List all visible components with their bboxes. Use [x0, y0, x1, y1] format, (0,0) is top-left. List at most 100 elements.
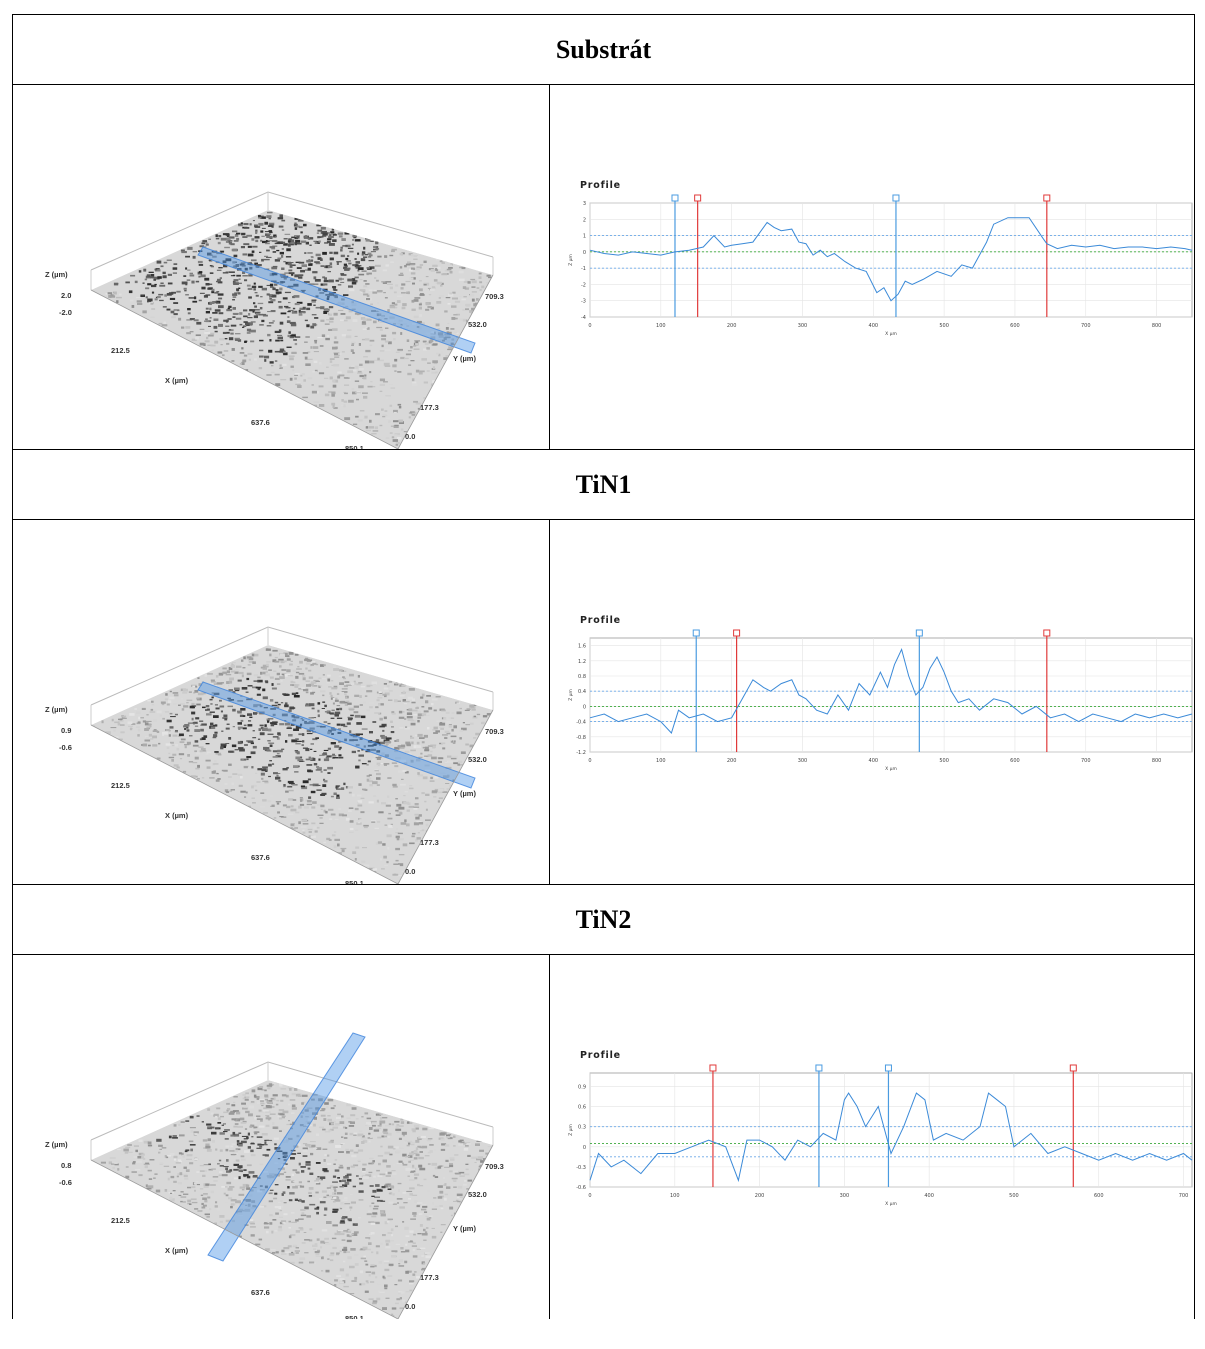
y-tick-label: -1 — [581, 266, 586, 272]
section-title: TiN2 — [11, 884, 1196, 955]
x-tick-3: 850.1 — [345, 1314, 364, 1319]
section-title: Substrát — [11, 14, 1196, 85]
surface-texture — [91, 1080, 493, 1319]
cursor-handle[interactable] — [915, 629, 923, 637]
y-axis-label: Z µm — [568, 1124, 574, 1136]
y-tick-3: 177.3 — [420, 1273, 439, 1282]
x-tick-label: 100 — [656, 758, 666, 764]
y-tick-label: 1 — [583, 234, 586, 240]
y-tick-label: 2 — [583, 217, 586, 223]
profile-cell: Profile 0 100 200 300 400 500 600 700 800 3 2 1 0 -1 -2… — [548, 84, 1196, 450]
y-tick-label: 0.3 — [578, 1125, 586, 1131]
surface-3d-plot: Z (µm) 0.9 -0.6 212.5 X (µm) 637.6 850.1 709.3 5… — [45, 626, 504, 884]
y-tick-label: -4 — [581, 315, 586, 321]
y-tick-label: -0.4 — [576, 720, 586, 726]
x-tick-label: 400 — [869, 758, 879, 764]
y-tick-label: -3 — [581, 299, 586, 305]
cursor-handle[interactable] — [1069, 1064, 1077, 1072]
x-axis-label: X (µm) — [165, 1246, 189, 1255]
x-axis — [90, 1159, 399, 1319]
cursor-handle[interactable] — [694, 194, 702, 202]
y-tick-1: 709.3 — [485, 727, 504, 736]
cursor-handle[interactable] — [1043, 194, 1051, 202]
y-tick-label: -0.3 — [576, 1165, 586, 1171]
cursor-handle[interactable] — [671, 194, 679, 202]
x-tick-label: 300 — [798, 323, 808, 329]
x-tick-2: 637.6 — [251, 418, 270, 427]
x-tick-2: 637.6 — [251, 1288, 270, 1297]
z-tick-top: 0.8 — [61, 1161, 71, 1170]
x-tick-label: 500 — [939, 323, 949, 329]
profile-chart: Profile 0 100 200 300 400 500 600 700 800 1.6 1.2 0.… — [568, 615, 1193, 772]
z-axis-label: Z (µm) — [45, 705, 68, 714]
profile-series-line — [589, 1092, 1193, 1183]
y-tick-2: 532.0 — [468, 755, 487, 764]
x-tick-label: 800 — [1152, 758, 1162, 764]
x-axis-label: X (µm) — [165, 376, 189, 385]
document-page: Substrát Z (µm) 2.0 -2.0 212.5 X (µm) 637.6 850… — [11, 14, 1196, 1319]
z-axis-label: Z (µm) — [45, 1140, 68, 1149]
section-content-row: Z (µm) 2.0 -2.0 212.5 X (µm) 637.6 850.1 709.3 5… — [12, 84, 1196, 450]
cursor-handle[interactable] — [884, 1064, 892, 1072]
x-axis-label: X (µm) — [165, 811, 189, 820]
x-tick-label: 0 — [588, 1193, 591, 1199]
section-header-row: TiN2 — [11, 884, 1196, 955]
x-tick-label: 400 — [924, 1193, 934, 1199]
y-axis-label: Z µm — [568, 254, 574, 266]
x-tick-label: 300 — [840, 1193, 850, 1199]
x-tick-label: 500 — [1009, 1193, 1019, 1199]
y-tick-label: 3 — [583, 201, 586, 207]
y-tick-label: -1.2 — [576, 750, 586, 756]
x-tick-label: 100 — [656, 323, 666, 329]
z-axis-label: Z (µm) — [45, 270, 68, 279]
x-tick-label: 300 — [798, 758, 808, 764]
y-axis-label: Y (µm) — [453, 789, 476, 798]
x-tick-label: 500 — [939, 758, 949, 764]
y-tick-label: 0.6 — [578, 1105, 586, 1111]
profile-title: Profile — [580, 615, 621, 626]
surface-cell: Z (µm) 2.0 -2.0 212.5 X (µm) 637.6 850.1 709.3 5… — [12, 84, 550, 450]
y-tick-3: 177.3 — [420, 403, 439, 412]
cursor-handle[interactable] — [692, 629, 700, 637]
y-tick-label: 0.8 — [578, 674, 586, 680]
y-tick-label: 0 — [583, 1145, 586, 1151]
x-axis-label: X µm — [885, 331, 897, 337]
x-tick-label: 200 — [727, 323, 737, 329]
x-tick-3: 850.1 — [345, 879, 364, 884]
x-tick-label: 600 — [1010, 758, 1020, 764]
cursor-handle[interactable] — [709, 1064, 717, 1072]
y-tick-0: 0.0 — [405, 432, 415, 441]
cursor-handle[interactable] — [892, 194, 900, 202]
x-tick-3: 850.1 — [345, 444, 364, 449]
section-content-row: Z (µm) 0.8 -0.6 212.5 X (µm) 637.6 850.1 709.3 5… — [12, 954, 1196, 1319]
x-tick-label: 200 — [755, 1193, 765, 1199]
x-tick-label: 600 — [1094, 1193, 1104, 1199]
profile-line-overlay — [207, 1032, 366, 1262]
profile-line-overlay — [197, 246, 476, 354]
y-axis-label: Y (µm) — [453, 1224, 476, 1233]
cursor-handle[interactable] — [733, 629, 741, 637]
z-tick-top: 2.0 — [61, 291, 71, 300]
y-tick-2: 532.0 — [468, 320, 487, 329]
y-axis-label: Y (µm) — [453, 354, 476, 363]
profile-line-overlay — [197, 681, 476, 789]
surface-3d-plot: Z (µm) 0.8 -0.6 212.5 X (µm) 637.6 850.1 709.3 5… — [45, 1032, 504, 1319]
x-tick-label: 600 — [1010, 323, 1020, 329]
y-tick-3: 177.3 — [420, 838, 439, 847]
x-tick-label: 700 — [1081, 323, 1091, 329]
profile-title: Profile — [580, 180, 621, 191]
cursor-handle[interactable] — [815, 1064, 823, 1072]
y-axis-label: Z µm — [568, 689, 574, 701]
surface-3d-plot: Z (µm) 2.0 -2.0 212.5 X (µm) 637.6 850.1 709.3 5… — [45, 191, 504, 449]
x-tick-1: 212.5 — [111, 781, 130, 790]
y-axis — [397, 274, 494, 449]
x-axis — [90, 289, 399, 449]
y-tick-label: 1.6 — [578, 644, 586, 650]
x-tick-2: 637.6 — [251, 853, 270, 862]
z-tick-top: 0.9 — [61, 726, 71, 735]
plot-area — [589, 1072, 1193, 1188]
cursor-handle[interactable] — [1043, 629, 1051, 637]
y-tick-label: 1.2 — [578, 659, 586, 665]
x-tick-label: 0 — [588, 758, 591, 764]
